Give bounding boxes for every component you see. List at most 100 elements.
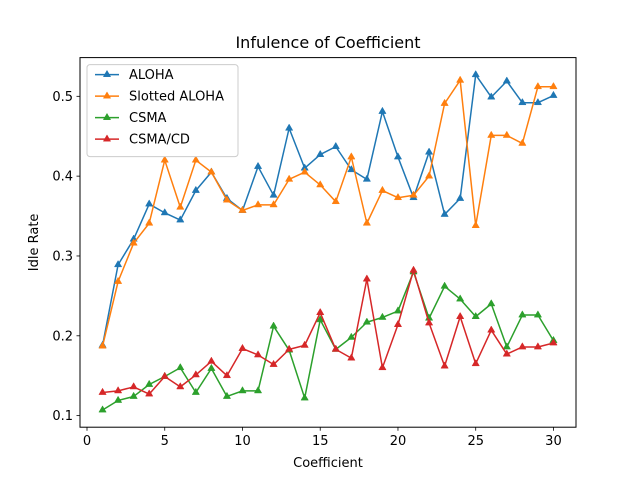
data-point <box>316 307 325 315</box>
data-point <box>145 389 154 397</box>
data-point <box>424 318 434 326</box>
data-point <box>502 130 511 138</box>
series-line <box>101 79 554 347</box>
data-point <box>378 363 387 371</box>
data-point <box>316 180 325 188</box>
legend-swatch-marker <box>102 91 112 99</box>
legend-swatch-marker <box>102 112 112 120</box>
data-point <box>362 218 371 226</box>
data-point <box>440 98 449 106</box>
data-point <box>393 152 403 160</box>
data-point <box>160 371 169 379</box>
y-tick-label: 0.4 <box>52 170 73 185</box>
data-point <box>114 395 123 403</box>
data-point <box>347 332 356 340</box>
data-point <box>456 193 465 201</box>
legend-swatch-marker <box>102 134 112 142</box>
data-point <box>191 370 200 378</box>
data-point <box>269 321 278 329</box>
data-point <box>160 155 169 163</box>
data-point <box>471 220 480 228</box>
x-tick-label: 20 <box>390 434 407 449</box>
data-point <box>549 338 558 346</box>
data-point <box>176 382 185 390</box>
axis-ticks: 0 5 10 15 20 25 30 0.1 0.2 0.3 0.4 0.5 <box>52 90 561 449</box>
data-point <box>285 123 294 131</box>
data-point <box>533 82 542 90</box>
data-point <box>487 325 496 333</box>
data-point <box>222 371 232 379</box>
data-point <box>129 382 138 390</box>
data-point <box>176 202 185 210</box>
data-point <box>300 167 309 175</box>
data-point <box>114 276 123 284</box>
data-point <box>440 209 449 217</box>
x-tick-label: 15 <box>312 434 329 449</box>
data-point <box>518 310 527 318</box>
data-point <box>331 141 340 149</box>
data-point <box>424 147 434 155</box>
data-point <box>207 363 216 371</box>
data-point <box>269 200 278 208</box>
data-point <box>176 363 185 371</box>
data-point <box>207 167 216 175</box>
series-line <box>102 269 554 395</box>
data-point <box>160 208 169 216</box>
data-point <box>145 379 154 387</box>
legend-label: CSMA <box>129 111 167 126</box>
data-point <box>487 130 496 138</box>
data-point <box>440 281 449 289</box>
data-point <box>409 190 418 198</box>
data-point <box>393 306 403 314</box>
data-point <box>145 199 154 207</box>
y-tick-label: 0.3 <box>52 249 73 264</box>
data-point <box>222 391 232 399</box>
y-tick-label: 0.1 <box>52 409 73 424</box>
data-point <box>378 106 387 114</box>
data-point <box>487 299 496 307</box>
y-axis-label: Idle Rate <box>27 214 42 272</box>
data-point <box>98 341 107 349</box>
data-point <box>347 152 356 160</box>
data-point <box>253 161 263 169</box>
data-point <box>347 353 356 361</box>
y-tick-label: 0.5 <box>52 90 73 105</box>
legend-box <box>86 64 239 158</box>
series-line <box>101 74 554 346</box>
data-point <box>238 343 247 351</box>
data-point <box>253 350 263 358</box>
data-point <box>456 75 465 83</box>
data-point <box>285 174 294 182</box>
data-point <box>207 356 216 364</box>
data-point <box>238 205 247 213</box>
data-point <box>549 90 558 98</box>
y-tick-label: 0.2 <box>52 329 73 344</box>
plot-frame <box>79 57 577 428</box>
data-point <box>114 386 123 394</box>
series-csma <box>98 267 558 413</box>
data-point <box>191 185 200 193</box>
data-point <box>533 342 542 350</box>
data-point <box>316 149 325 157</box>
data-point <box>533 310 542 318</box>
data-point <box>300 393 309 401</box>
data-point <box>362 174 371 182</box>
data-point <box>456 294 465 302</box>
data-point <box>518 98 527 106</box>
data-point <box>191 155 200 163</box>
data-point <box>191 387 200 395</box>
data-point <box>285 344 294 352</box>
legend-label: Slotted ALOHA <box>129 90 224 105</box>
data-point <box>533 98 542 106</box>
x-tick-label: 30 <box>545 434 562 449</box>
data-point <box>471 311 480 319</box>
data-point <box>222 195 232 203</box>
data-point <box>238 386 247 394</box>
data-point <box>129 391 138 399</box>
data-point <box>502 342 511 350</box>
data-point <box>269 359 278 367</box>
x-axis-label: Coefficient <box>293 456 363 471</box>
data-point <box>456 311 465 319</box>
x-tick-label: 0 <box>83 434 91 449</box>
